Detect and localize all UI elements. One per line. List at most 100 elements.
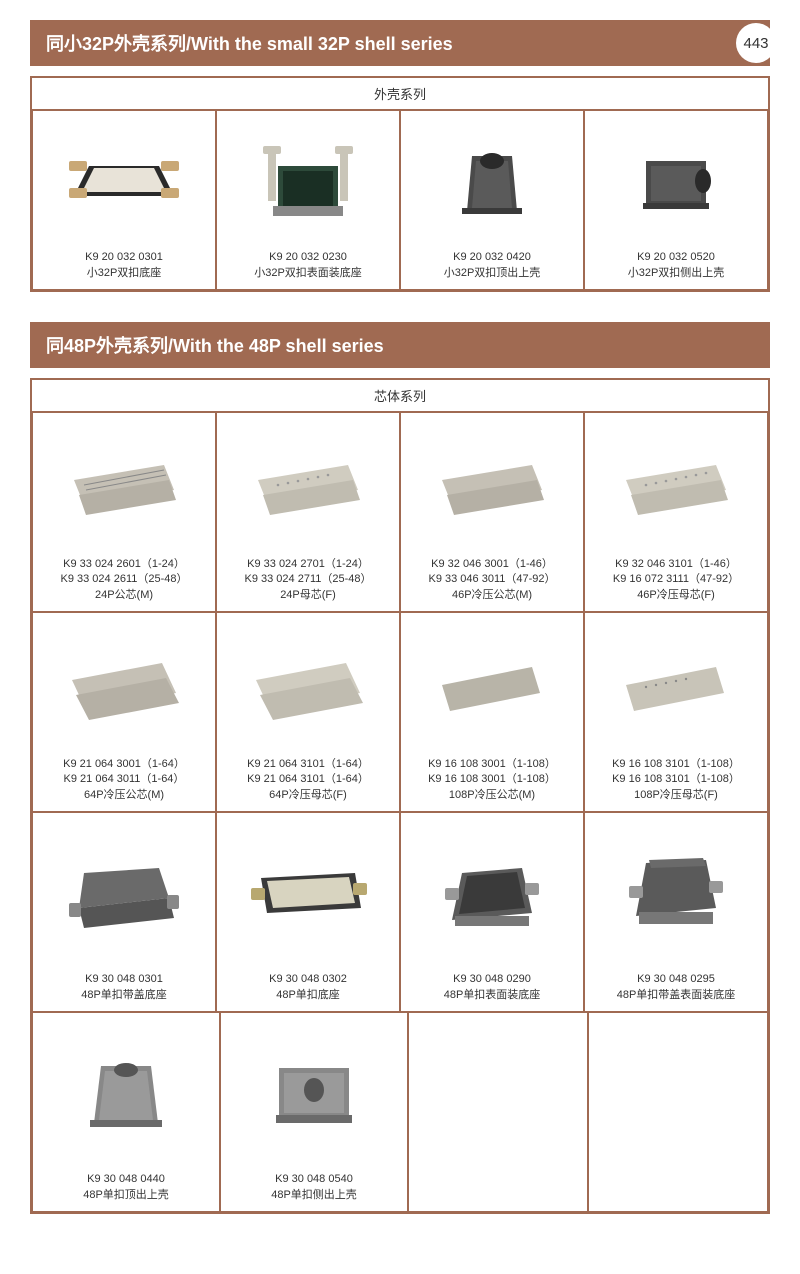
product-caption: K9 32 046 3101（1-46） K9 16 072 3111（47-9… [613, 557, 739, 603]
product-cell: K9 33 024 2601（1-24） K9 33 024 2611（25-4… [32, 412, 216, 612]
l1: K9 32 046 3101（1-46） [613, 557, 739, 572]
product-caption: K9 30 048 0301 48P单扣带盖底座 [81, 972, 167, 1003]
product-caption: K9 20 032 0520 小32P双扣侧出上壳 [628, 250, 725, 281]
product-caption: K9 32 046 3001（1-46） K9 33 046 3011（47-9… [429, 557, 556, 603]
l2: 48P单扣带盖底座 [81, 988, 167, 1003]
product-image [405, 821, 579, 964]
product-cell: K9 32 046 3001（1-46） K9 33 046 3011（47-9… [400, 412, 584, 612]
product-cell: K9 21 064 3101（1-64） K9 21 064 3101（1-64… [216, 612, 400, 812]
product-cell: K9 32 046 3101（1-46） K9 16 072 3111（47-9… [584, 412, 768, 612]
product-cell: K9 30 048 0301 48P单扣带盖底座 [32, 812, 216, 1012]
l3: 24P公芯(M) [61, 588, 188, 603]
l2: K9 33 024 2711（25-48） [245, 572, 372, 587]
l2: 48P单扣顶出上壳 [83, 1188, 169, 1203]
product-image [589, 119, 763, 242]
l2: K9 16 108 3001（1-108） [428, 772, 556, 787]
l1: K9 21 064 3101（1-64） [247, 757, 369, 772]
empty-cell [408, 1012, 588, 1212]
l1: K9 30 048 0540 [271, 1172, 357, 1187]
product-caption: K9 30 048 0302 48P单扣底座 [269, 972, 347, 1003]
l3: 46P冷压母芯(F) [613, 588, 739, 603]
l3: 64P冷压母芯(F) [247, 788, 369, 803]
product-desc: 小32P双扣底座 [85, 266, 163, 281]
l2: K9 16 072 3111（47-92） [613, 572, 739, 587]
product-caption: K9 16 108 3101（1-108） K9 16 108 3101（1-1… [612, 757, 740, 803]
l1: K9 30 048 0440 [83, 1172, 169, 1187]
product-image [37, 821, 211, 964]
product-image [225, 1021, 403, 1164]
product-image [221, 421, 395, 549]
section2-title: 同48P外壳系列/With the 48P shell series [46, 336, 384, 356]
page-number-badge: 443 [736, 23, 776, 63]
l2: K9 33 024 2611（25-48） [61, 572, 188, 587]
product-image [405, 621, 579, 749]
product-caption: K9 33 024 2701（1-24） K9 33 024 2711（25-4… [245, 557, 372, 603]
product-image [589, 821, 763, 964]
section1-title: 同小32P外壳系列/With the small 32P shell serie… [46, 34, 453, 54]
l2: K9 16 108 3101（1-108） [612, 772, 740, 787]
l1: K9 33 024 2601（1-24） [61, 557, 188, 572]
product-code: K9 20 032 0230 [254, 250, 362, 265]
catalog-page: 同小32P外壳系列/With the small 32P shell serie… [0, 0, 800, 1274]
l1: K9 21 064 3001（1-64） [63, 757, 185, 772]
product-caption: K9 30 048 0540 48P单扣侧出上壳 [271, 1172, 357, 1203]
product-caption: K9 20 032 0230 小32P双扣表面装底座 [254, 250, 362, 281]
product-code: K9 20 032 0420 [444, 250, 541, 265]
product-caption: K9 20 032 0420 小32P双扣顶出上壳 [444, 250, 541, 281]
product-cell: K9 20 032 0301 小32P双扣底座 [32, 110, 216, 290]
l2: 48P单扣带盖表面装底座 [617, 988, 736, 1003]
product-image [221, 119, 395, 242]
l2: 48P单扣表面装底座 [444, 988, 541, 1003]
l2: K9 21 064 3101（1-64） [247, 772, 369, 787]
l1: K9 30 048 0290 [444, 972, 541, 987]
product-image [37, 621, 211, 749]
product-cell: K9 20 032 0230 小32P双扣表面装底座 [216, 110, 400, 290]
product-code: K9 20 032 0301 [85, 250, 163, 265]
section2-row-4: K9 30 048 0440 48P单扣顶出上壳 K9 30 048 0540 … [32, 1012, 768, 1212]
l1: K9 16 108 3101（1-108） [612, 757, 740, 772]
product-image [589, 421, 763, 549]
product-caption: K9 16 108 3001（1-108） K9 16 108 3001（1-1… [428, 757, 556, 803]
l3: 24P母芯(F) [245, 588, 372, 603]
section2-table-title: 芯体系列 [32, 380, 768, 412]
product-image [221, 621, 395, 749]
l1: K9 30 048 0302 [269, 972, 347, 987]
l2: 48P单扣侧出上壳 [271, 1188, 357, 1203]
product-cell: K9 20 032 0420 小32P双扣顶出上壳 [400, 110, 584, 290]
product-cell: K9 30 048 0302 48P单扣底座 [216, 812, 400, 1012]
page-number: 443 [743, 35, 768, 52]
product-cell: K9 30 048 0540 48P单扣侧出上壳 [220, 1012, 408, 1212]
l3: 64P冷压公芯(M) [63, 788, 185, 803]
product-image [37, 1021, 215, 1164]
l2: K9 33 046 3011（47-92） [429, 572, 556, 587]
product-caption: K9 30 048 0290 48P单扣表面装底座 [444, 972, 541, 1003]
l2: 48P单扣底座 [269, 988, 347, 1003]
l2: K9 21 064 3011（1-64） [63, 772, 185, 787]
empty-cell [588, 1012, 768, 1212]
product-cell: K9 16 108 3001（1-108） K9 16 108 3001（1-1… [400, 612, 584, 812]
product-caption: K9 21 064 3001（1-64） K9 21 064 3011（1-64… [63, 757, 185, 803]
product-desc: 小32P双扣表面装底座 [254, 266, 362, 281]
section1-row: K9 20 032 0301 小32P双扣底座 [32, 110, 768, 290]
section1-table-title: 外壳系列 [32, 78, 768, 110]
product-cell: K9 16 108 3101（1-108） K9 16 108 3101（1-1… [584, 612, 768, 812]
product-desc: 小32P双扣顶出上壳 [444, 266, 541, 281]
product-cell: K9 30 048 0295 48P单扣带盖表面装底座 [584, 812, 768, 1012]
section2-header: 同48P外壳系列/With the 48P shell series [30, 322, 770, 368]
section2-row-1: K9 33 024 2601（1-24） K9 33 024 2611（25-4… [32, 412, 768, 612]
section2-row-3: K9 30 048 0301 48P单扣带盖底座 K9 30 048 0302 … [32, 812, 768, 1012]
l3: 108P冷压公芯(M) [428, 788, 556, 803]
product-image [221, 821, 395, 964]
product-image [37, 119, 211, 242]
product-image [589, 621, 763, 749]
product-image [405, 421, 579, 549]
l1: K9 16 108 3001（1-108） [428, 757, 556, 772]
l1: K9 30 048 0295 [617, 972, 736, 987]
product-caption: K9 30 048 0295 48P单扣带盖表面装底座 [617, 972, 736, 1003]
product-cell: K9 33 024 2701（1-24） K9 33 024 2711（25-4… [216, 412, 400, 612]
l1: K9 33 024 2701（1-24） [245, 557, 372, 572]
product-cell: K9 21 064 3001（1-64） K9 21 064 3011（1-64… [32, 612, 216, 812]
section1-header: 同小32P外壳系列/With the small 32P shell serie… [30, 20, 770, 66]
l1: K9 30 048 0301 [81, 972, 167, 987]
section1-table: 外壳系列 K9 20 032 0301 小32P双扣底座 [30, 76, 770, 292]
